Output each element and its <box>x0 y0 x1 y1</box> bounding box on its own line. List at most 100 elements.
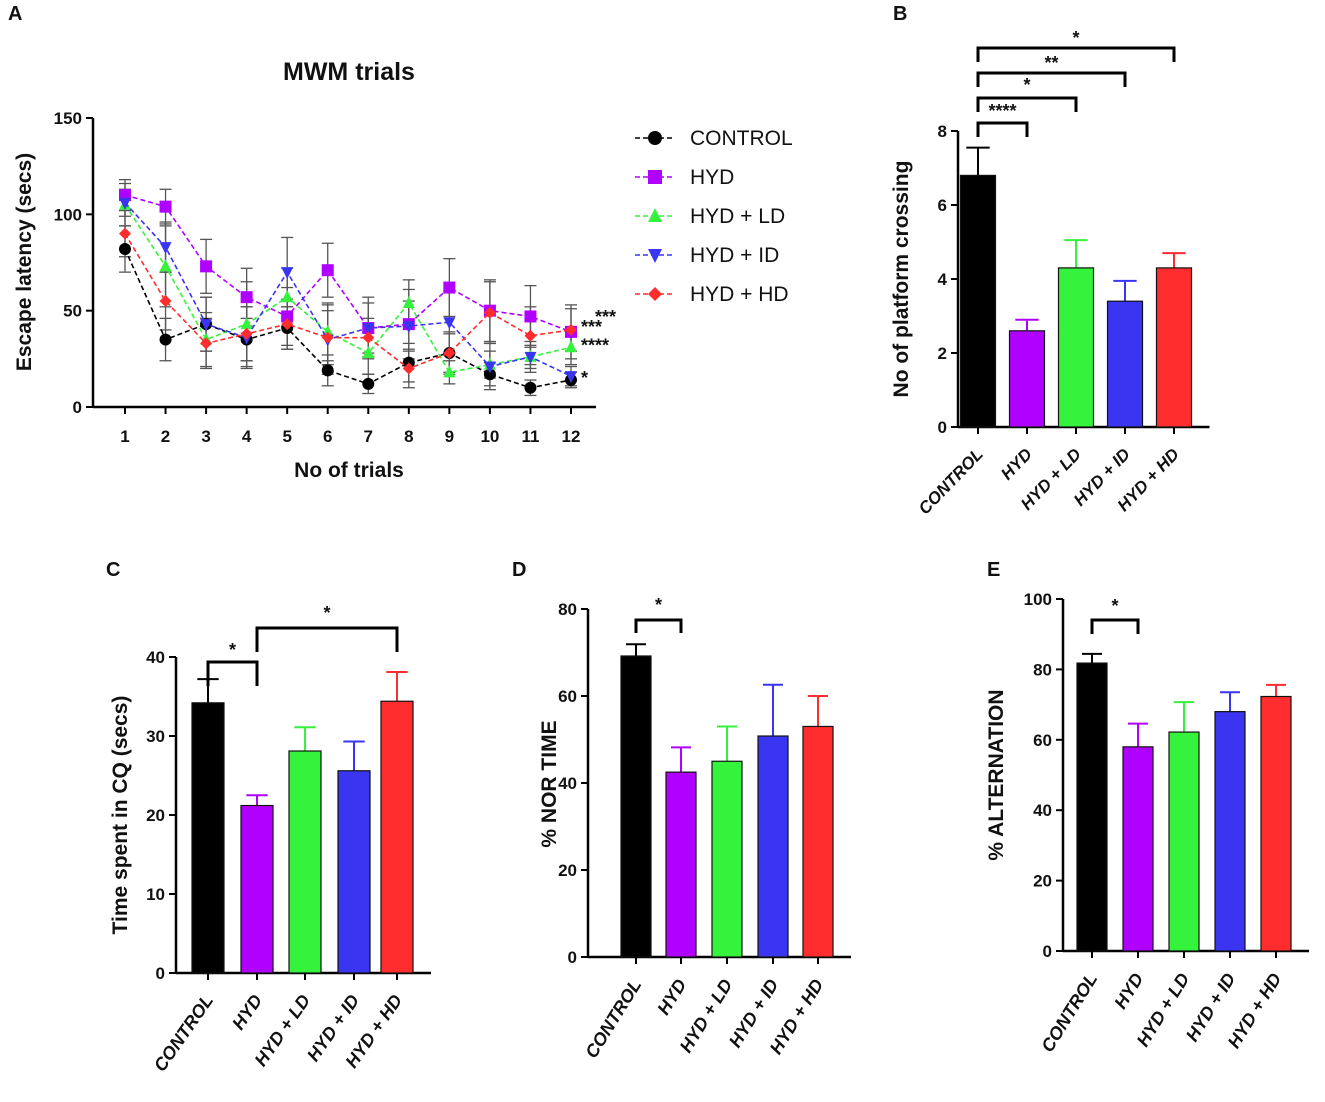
bar <box>959 174 997 428</box>
bar-group-hyd-id: HYD + ID <box>1070 279 1144 510</box>
bar-group-hyd: HYD <box>1110 722 1154 1013</box>
marker-circle <box>648 131 662 145</box>
significance-bracket: * <box>634 595 683 633</box>
marker-diamond <box>240 327 253 340</box>
marker-triangle-down <box>200 319 213 332</box>
y-tick-label: 40 <box>1033 801 1052 820</box>
x-tick-label: 6 <box>323 427 332 446</box>
category-label: HYD <box>653 976 690 1019</box>
significance-bracket: **** <box>976 101 1029 137</box>
y-tick-label: 40 <box>558 774 577 793</box>
panel-c-bar-chart: C 0 10 20 30 40 Time spent in CQ (secs) CONTROL… <box>106 559 431 1075</box>
series-errorbars-control <box>119 225 577 397</box>
x-axis-label: No of trials <box>294 459 404 482</box>
y-tick-label: 20 <box>146 806 165 825</box>
category-label: HYD <box>1110 970 1147 1013</box>
bar <box>620 655 652 958</box>
series-hyd-hd <box>119 227 577 375</box>
panel-letter: C <box>106 559 120 581</box>
y-tick-label: 6 <box>938 196 947 215</box>
marker-diamond <box>200 337 213 350</box>
end-annotations: *********** <box>581 307 616 388</box>
bar-group-control: CONTROL <box>915 146 997 519</box>
y-tick-label: 20 <box>558 861 577 880</box>
marker-triangle-up <box>648 208 662 222</box>
bar <box>711 760 743 958</box>
panel-letter: D <box>512 559 526 581</box>
category-label: CONTROL <box>915 445 987 519</box>
legend-item-hyd-ld: HYD + LD <box>635 205 785 228</box>
significance-label: *** <box>581 317 602 337</box>
marker-triangle-up <box>281 290 294 303</box>
bar-group-hyd: HYD <box>997 318 1046 484</box>
marker-square <box>321 264 334 277</box>
series-line <box>124 202 572 377</box>
significance-bracket: * <box>1090 596 1140 634</box>
y-axis-label: Time spent in CQ (secs) <box>109 696 132 935</box>
significance-bracket: * <box>206 640 259 686</box>
series-control <box>119 243 577 394</box>
y-tick-label: 0 <box>73 398 82 417</box>
bar <box>1260 695 1292 952</box>
marker-square <box>240 291 253 304</box>
bracket-line <box>976 121 1029 137</box>
marker-diamond <box>524 329 537 342</box>
marker-triangle-down <box>159 242 172 255</box>
significance-label: * <box>1023 75 1030 95</box>
series-hyd-id <box>119 197 577 384</box>
bar <box>1057 267 1095 428</box>
bracket-line <box>206 660 259 686</box>
legend-label: HYD <box>690 166 734 189</box>
bar-group-hyd: HYD <box>228 794 274 1033</box>
bar <box>240 804 274 974</box>
x-tick-label: 3 <box>201 427 210 446</box>
significance-label: ** <box>1044 53 1058 73</box>
marker-diamond <box>402 362 415 375</box>
y-tick-label: 10 <box>146 885 165 904</box>
marker-triangle-down <box>362 323 375 336</box>
marker-square <box>159 200 172 213</box>
marker-triangle-up <box>402 295 415 308</box>
x-tick-label: 5 <box>282 427 291 446</box>
category-label: CONTROL <box>150 991 217 1075</box>
bracket-line <box>976 46 1176 62</box>
y-tick-label: 40 <box>146 648 165 667</box>
bar <box>288 750 322 974</box>
marker-diamond <box>362 331 375 344</box>
marker-triangle-up <box>159 259 172 272</box>
legend-label: HYD + ID <box>690 244 779 267</box>
significance-label: * <box>581 368 588 388</box>
legend-label: CONTROL <box>690 127 793 150</box>
y-tick-label: 0 <box>568 948 577 967</box>
significance-bracket: * <box>255 603 399 652</box>
marker-triangle-up <box>240 317 253 330</box>
marker-diamond <box>565 323 577 336</box>
marker-circle <box>483 368 496 381</box>
y-tick-label: 30 <box>146 727 165 746</box>
y-tick-label: 80 <box>558 600 577 619</box>
marker-triangle-up <box>362 346 375 359</box>
marker-triangle-down <box>483 361 496 374</box>
significance-label: * <box>1111 596 1118 616</box>
y-axis-label: % NOR TIME <box>538 720 561 847</box>
significance-label: * <box>1072 28 1079 48</box>
significance-bracket: * <box>976 75 1078 112</box>
x-tick-label: 4 <box>242 427 252 446</box>
marker-diamond <box>159 295 172 308</box>
significance-bracket: * <box>976 28 1176 62</box>
y-tick-label: 0 <box>156 964 165 983</box>
marker-triangle-down <box>524 351 537 364</box>
bar <box>1106 300 1144 428</box>
marker-circle <box>362 377 375 390</box>
bar <box>1214 711 1246 952</box>
marker-square <box>648 170 662 184</box>
category-label: HYD <box>997 445 1036 484</box>
series-hyd <box>119 189 577 338</box>
y-tick-label: 2 <box>938 344 947 363</box>
bar <box>1008 330 1046 428</box>
y-axis-label: Escape latency (secs) <box>13 153 36 371</box>
bar <box>1155 267 1193 428</box>
